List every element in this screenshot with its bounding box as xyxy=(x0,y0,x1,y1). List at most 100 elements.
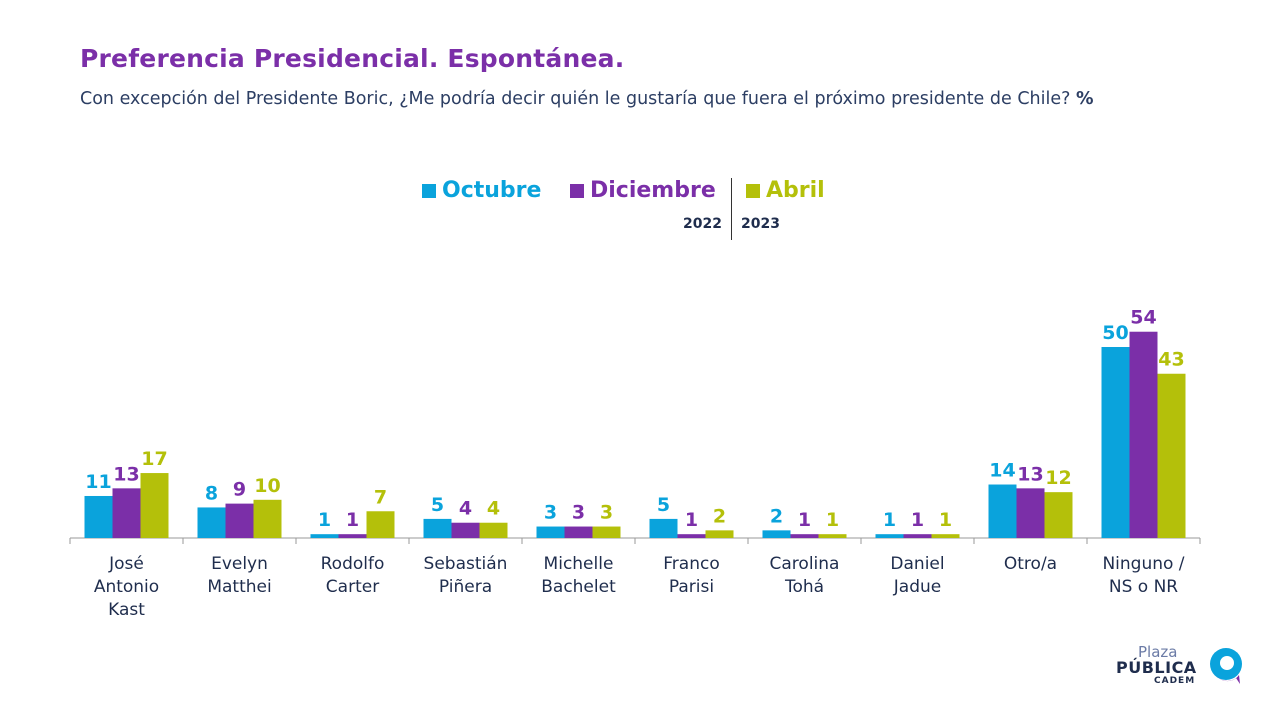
data-label: 12 xyxy=(1045,467,1071,489)
bar-octubre xyxy=(84,495,113,538)
bar-abril xyxy=(705,530,734,538)
data-label: 7 xyxy=(374,486,387,508)
legend-item-octubre: Octubre xyxy=(422,178,541,203)
category-label: Parisi xyxy=(669,577,714,597)
category-label: Antonio xyxy=(94,577,159,597)
data-label: 1 xyxy=(798,509,811,531)
data-label: 3 xyxy=(600,502,613,524)
category-label: Piñera xyxy=(439,577,492,597)
category-label: José xyxy=(108,554,144,574)
category-label: Rodolfo xyxy=(321,554,385,574)
legend-label-diciembre: Diciembre xyxy=(590,178,716,203)
legend-swatch-octubre xyxy=(422,183,436,198)
data-label: 2 xyxy=(713,505,726,527)
bar-diciembre xyxy=(112,488,141,538)
legend-item-abril: Abril xyxy=(746,178,825,203)
data-label: 54 xyxy=(1130,307,1156,329)
category-label: Tohá xyxy=(784,577,824,597)
bar-octubre xyxy=(988,484,1017,538)
data-label: 1 xyxy=(883,509,896,531)
bar-diciembre xyxy=(338,534,367,538)
bar-octubre xyxy=(423,518,452,538)
data-label: 1 xyxy=(685,509,698,531)
chart-title: Preferencia Presidencial. Espontánea. xyxy=(80,44,625,73)
bar-octubre xyxy=(875,534,904,538)
data-label: 13 xyxy=(1017,463,1043,485)
bar-diciembre xyxy=(677,534,706,538)
legend-year-2023: 2023 xyxy=(741,216,780,232)
subtitle-unit: % xyxy=(1076,89,1094,109)
chart-subtitle: Con excepción del Presidente Boric, ¿Me … xyxy=(80,89,1094,109)
speech-bubble-logo-icon xyxy=(1210,648,1242,684)
data-label: 1 xyxy=(939,509,952,531)
legend-label-abril: Abril xyxy=(766,178,825,203)
bar-octubre xyxy=(197,507,226,538)
data-label: 17 xyxy=(141,448,167,470)
category-label: Ninguno / xyxy=(1102,554,1184,574)
bar-abril xyxy=(366,511,395,538)
data-label: 1 xyxy=(346,509,359,531)
data-label: 43 xyxy=(1158,349,1184,371)
data-label: 5 xyxy=(657,494,670,516)
category-label: Franco xyxy=(663,554,719,574)
category-label: Otro/a xyxy=(1004,554,1057,574)
legend-divider xyxy=(731,178,732,240)
bar-diciembre xyxy=(1129,331,1158,538)
legend-swatch-diciembre xyxy=(570,183,584,198)
category-label: Kast xyxy=(108,600,145,620)
bar-abril xyxy=(1044,492,1073,538)
bar-octubre xyxy=(1101,347,1130,538)
bar-abril xyxy=(140,473,169,538)
bar-octubre xyxy=(310,534,339,538)
data-label: 1 xyxy=(911,509,924,531)
data-label: 4 xyxy=(487,498,500,520)
bar-octubre xyxy=(649,518,678,538)
data-label: 14 xyxy=(989,460,1015,482)
bar-abril xyxy=(818,534,847,538)
data-label: 3 xyxy=(572,502,585,524)
category-label: Daniel xyxy=(890,554,944,574)
bar-abril xyxy=(592,526,621,538)
data-label: 13 xyxy=(113,463,139,485)
bar-diciembre xyxy=(451,522,480,538)
data-label: 2 xyxy=(770,505,783,527)
data-label: 4 xyxy=(459,498,472,520)
legend-item-diciembre: Diciembre xyxy=(570,178,716,203)
legend-year-2022: 2022 xyxy=(683,216,722,232)
bar-abril xyxy=(253,499,282,538)
logo-cadem-text: CADEM xyxy=(1154,676,1196,686)
logo-plaza-text: Plaza xyxy=(1138,643,1178,661)
bar-octubre xyxy=(536,526,565,538)
data-label: 5 xyxy=(431,494,444,516)
data-label: 50 xyxy=(1102,322,1128,344)
bar-diciembre xyxy=(225,503,254,538)
category-label: Matthei xyxy=(207,577,271,597)
category-label: Jadue xyxy=(893,577,941,597)
category-label: Michelle xyxy=(544,554,614,574)
data-label: 3 xyxy=(544,502,557,524)
data-label: 11 xyxy=(85,471,111,493)
subtitle-question: Con excepción del Presidente Boric, ¿Me … xyxy=(80,89,1071,109)
legend-label-octubre: Octubre xyxy=(442,178,542,203)
bar-diciembre xyxy=(1016,488,1045,538)
category-label: Evelyn xyxy=(211,554,268,574)
bar-abril xyxy=(931,534,960,538)
bar-diciembre xyxy=(903,534,932,538)
category-label: Sebastián xyxy=(424,554,508,574)
legend-swatch-abril xyxy=(746,183,760,198)
bar-abril xyxy=(479,522,508,538)
category-label: NS o NR xyxy=(1109,577,1178,597)
bar-abril xyxy=(1157,373,1186,538)
data-label: 1 xyxy=(318,509,331,531)
plaza-publica-logo: Plaza PÚBLICA CADEM xyxy=(1116,643,1246,693)
bar-diciembre xyxy=(564,526,593,538)
data-label: 10 xyxy=(254,475,280,497)
category-label: Carter xyxy=(326,577,379,597)
data-label: 9 xyxy=(233,479,246,501)
logo-publica-text: PÚBLICA xyxy=(1116,658,1197,677)
bar-diciembre xyxy=(790,534,819,538)
category-label: Bachelet xyxy=(541,577,616,597)
category-label: Carolina xyxy=(770,554,840,574)
data-label: 1 xyxy=(826,509,839,531)
